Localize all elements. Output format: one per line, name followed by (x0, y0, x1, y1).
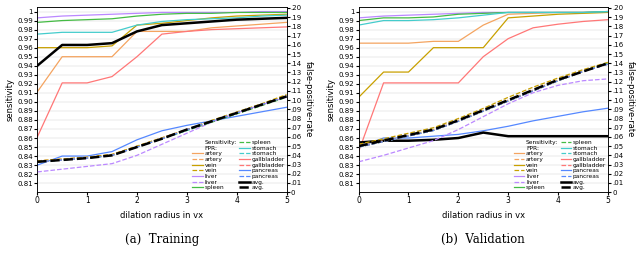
X-axis label: dilation radius in vx: dilation radius in vx (120, 211, 204, 220)
Text: (a)  Training: (a) Training (125, 233, 199, 246)
X-axis label: dilation radius in vx: dilation radius in vx (442, 211, 525, 220)
Text: (b)  Validation: (b) Validation (442, 233, 525, 246)
Legend: Sensitivity:, FPR:, artery, artery, vein, vein, liver, liver, spleen, spleen, st: Sensitivity:, FPR:, artery, artery, vein… (514, 140, 606, 190)
Y-axis label: sensitivity: sensitivity (327, 78, 336, 121)
Y-axis label: false-positive-rate: false-positive-rate (304, 62, 313, 138)
Y-axis label: sensitivity: sensitivity (6, 78, 15, 121)
Legend: Sensitivity:, FPR:, artery, artery, vein, vein, liver, liver, spleen, spleen, st: Sensitivity:, FPR:, artery, artery, vein… (193, 140, 285, 190)
Y-axis label: false-positive-rate: false-positive-rate (625, 62, 634, 138)
